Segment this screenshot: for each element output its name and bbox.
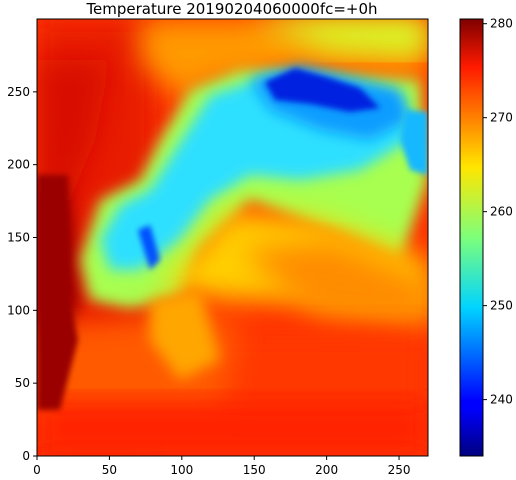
colorbar-tick-label: 280 xyxy=(490,17,513,31)
colorbar-axis: 240 250 260 270 280 xyxy=(483,17,513,407)
colorbar-tick-label: 260 xyxy=(490,205,513,219)
y-tick-label: 100 xyxy=(7,303,30,317)
x-tick-label: 150 xyxy=(243,463,266,477)
colorbar-tick-label: 270 xyxy=(490,111,513,125)
x-axis: 0 50 100 150 200 250 xyxy=(33,456,410,477)
chart-title: Temperature 20190204060000fc=+0h xyxy=(85,0,377,18)
x-tick-label: 0 xyxy=(33,463,41,477)
colorbar-tick-label: 240 xyxy=(490,393,513,407)
y-tick-label: 200 xyxy=(7,158,30,172)
y-tick-label: 150 xyxy=(7,231,30,245)
heatmap-field xyxy=(37,19,428,456)
y-tick-label: 0 xyxy=(22,449,30,463)
x-tick-label: 50 xyxy=(102,463,117,477)
y-tick-label: 50 xyxy=(15,376,30,390)
x-tick-label: 100 xyxy=(170,463,193,477)
x-tick-label: 250 xyxy=(388,463,411,477)
colorbar xyxy=(459,18,484,457)
x-tick-label: 200 xyxy=(315,463,338,477)
colorbar-tick-label: 250 xyxy=(490,299,513,313)
y-tick-label: 250 xyxy=(7,85,30,99)
y-axis: 0 50 100 150 200 250 xyxy=(7,85,37,463)
